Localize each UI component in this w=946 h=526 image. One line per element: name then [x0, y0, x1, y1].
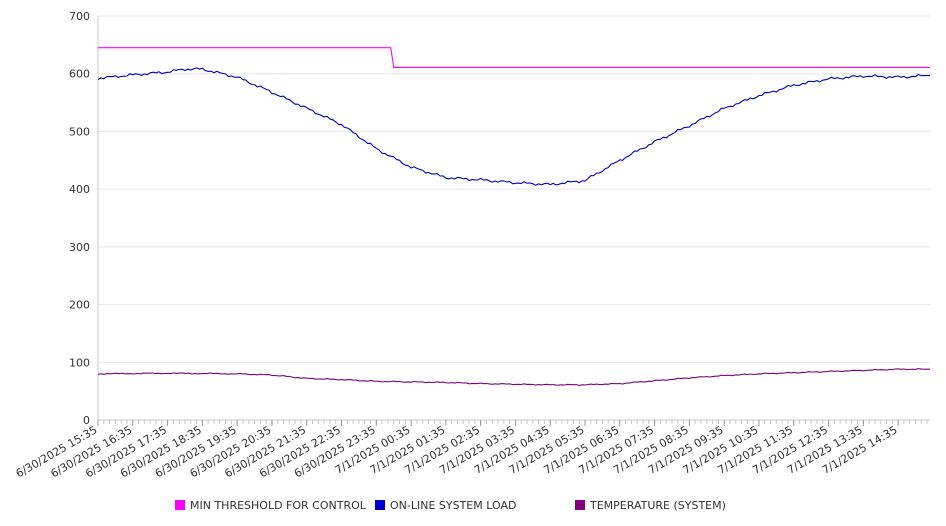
y-tick-label-500: 500 [69, 125, 90, 138]
series-line-1 [97, 67, 931, 186]
y-tick-label-700: 700 [69, 10, 90, 23]
y-tick-label-200: 200 [69, 299, 90, 312]
legend-swatch-0 [175, 500, 185, 510]
legend-label-0: MIN THRESHOLD FOR CONTROL [190, 499, 367, 512]
y-tick-label-300: 300 [69, 241, 90, 254]
y-tick-label-0: 0 [83, 414, 90, 427]
series-line-2 [97, 368, 930, 386]
y-tick-label-400: 400 [69, 183, 90, 196]
y-tick-label-600: 600 [69, 68, 90, 81]
legend-swatch-1 [375, 500, 385, 510]
legend-label-1: ON-LINE SYSTEM LOAD [390, 499, 516, 512]
legend: MIN THRESHOLD FOR CONTROL ON-LINE SYSTEM … [175, 499, 726, 512]
y-tick-label-100: 100 [69, 356, 90, 369]
legend-label-2: TEMPERATURE (SYSTEM) [589, 499, 726, 512]
axes [97, 16, 930, 426]
gridlines [98, 15, 930, 363]
series-line-0 [98, 47, 930, 68]
legend-swatch-2 [575, 500, 585, 510]
series-lines [97, 47, 931, 386]
y-tick-labels: 0 100 200 300 400 500 600 700 [69, 10, 90, 427]
x-tick-labels: 6/30/2025 15:356/30/2025 16:356/30/2025 … [14, 423, 900, 480]
